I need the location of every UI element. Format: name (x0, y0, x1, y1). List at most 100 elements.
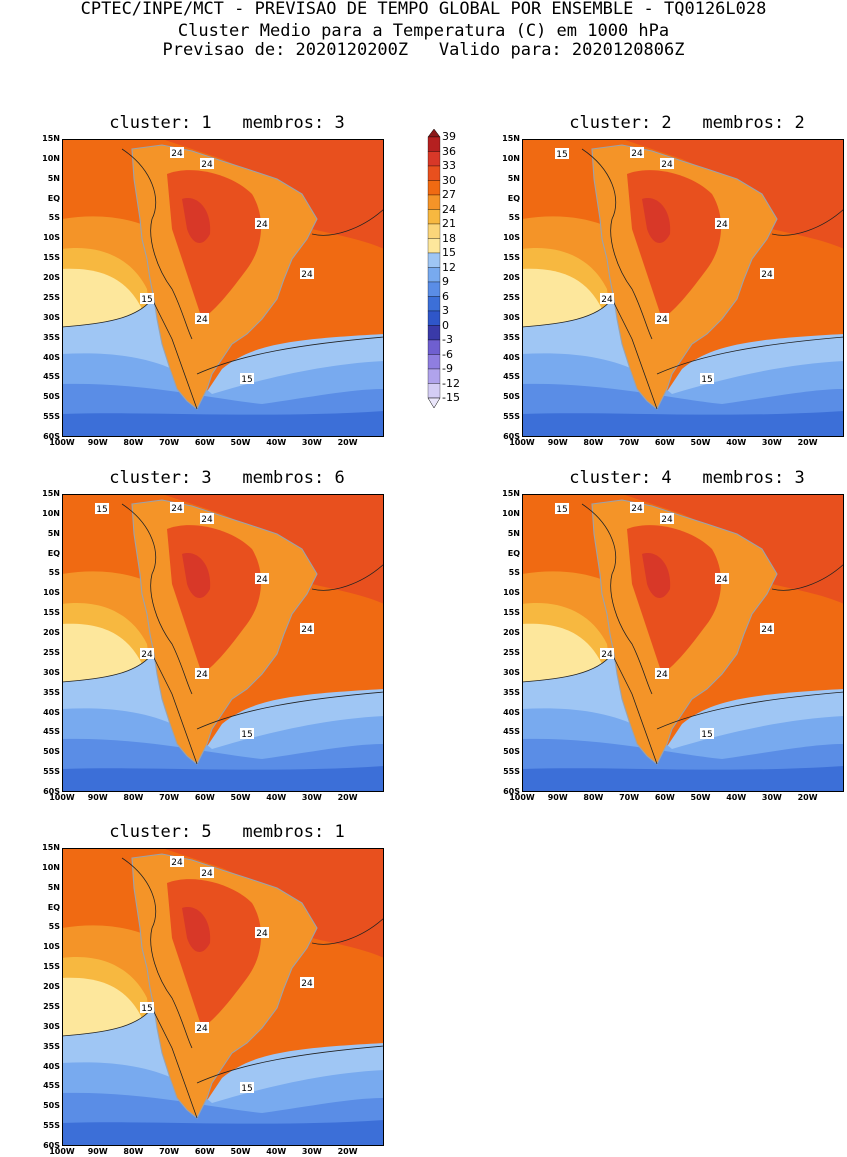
lat-tick-label: 10S (43, 588, 60, 598)
colorbar-label: 15 (442, 246, 456, 259)
lon-tick-label: 80W (123, 1147, 144, 1156)
lat-tick-label: EQ (47, 193, 60, 203)
lat-tick-label: 55S (503, 767, 520, 777)
lat-tick-label: 35S (43, 332, 60, 342)
lat-tick-label: 50S (43, 747, 60, 757)
lat-tick-label: EQ (507, 548, 520, 558)
lon-tick-label: 20W (337, 793, 358, 802)
lon-tick-label: 60W (194, 1147, 215, 1156)
lat-tick-label: 5S (508, 213, 520, 223)
lat-tick-label: 10N (42, 862, 60, 872)
lon-tick-label: 40W (726, 438, 747, 447)
lat-tick-label: 15S (503, 253, 520, 263)
lat-tick-label: 50S (503, 392, 520, 402)
contour-label: 24 (630, 502, 644, 514)
lon-tick-label: 90W (87, 438, 108, 447)
contour-label: 24 (760, 623, 774, 635)
lat-tick-label: 35S (503, 332, 520, 342)
lat-tick-label: 30S (43, 667, 60, 677)
colorbar-label: 36 (442, 144, 456, 158)
contour-label: 15 (140, 1002, 154, 1014)
lat-tick-label: 50S (503, 747, 520, 757)
lat-tick-label: 25S (43, 647, 60, 657)
lon-tick-label: 80W (583, 793, 604, 802)
lat-tick-label: 45S (43, 727, 60, 737)
lat-tick-label: 30S (43, 1021, 60, 1031)
lon-tick-label: 20W (797, 438, 818, 447)
lat-tick-label: 20S (43, 273, 60, 283)
lon-tick-label: 60W (194, 438, 215, 447)
lat-tick-label: 10N (502, 153, 520, 163)
svg-text:24: 24 (171, 504, 183, 514)
lon-tick-label: 90W (87, 793, 108, 802)
lat-tick-label: 60S (43, 787, 60, 796)
lat-tick-label: 60S (43, 1141, 60, 1150)
svg-text:24: 24 (761, 270, 773, 280)
contour-label: 24 (715, 218, 729, 230)
lat-tick-label: 5N (47, 528, 60, 538)
contour-label: 15 (95, 503, 109, 515)
contour-label: 24 (660, 158, 674, 170)
lat-tick-label: 40S (43, 352, 60, 362)
lat-tick-label: 45S (503, 727, 520, 737)
svg-text:24: 24 (171, 149, 183, 159)
contour-label: 24 (170, 147, 184, 159)
contour-label: 15 (555, 503, 569, 515)
colorbar-label: 39 (442, 130, 456, 143)
lat-tick-label: 20S (43, 982, 60, 992)
colorbar-label: 18 (442, 231, 456, 245)
svg-text:24: 24 (656, 315, 668, 325)
lat-tick-label: 30S (503, 312, 520, 322)
lat-tick-label: 60S (503, 432, 520, 441)
lon-tick-label: 20W (337, 438, 358, 447)
lat-tick-label: 5N (507, 173, 520, 183)
contour-label: 24 (300, 268, 314, 280)
contour-label: 24 (255, 218, 269, 230)
contour-label: 24 (170, 502, 184, 514)
contour-label: 24 (170, 856, 184, 868)
svg-text:24: 24 (201, 869, 213, 879)
lat-tick-label: 20S (43, 628, 60, 638)
svg-text:15: 15 (96, 505, 107, 515)
lat-tick-label: 25S (503, 292, 520, 302)
svg-text:15: 15 (241, 1084, 252, 1094)
lat-tick-label: 30S (503, 667, 520, 677)
panel-title: cluster: 1 membros: 3 (109, 113, 345, 133)
lon-tick-label: 100W (49, 793, 75, 802)
lon-tick-label: 80W (123, 793, 144, 802)
contour-label: 24 (600, 293, 614, 305)
colorbar-label: 6 (442, 289, 449, 303)
lat-tick-label: 20S (503, 628, 520, 638)
lat-tick-label: 25S (43, 1001, 60, 1011)
lon-tick-label: 50W (230, 1147, 251, 1156)
svg-text:15: 15 (241, 375, 252, 385)
lat-tick-label: 35S (503, 687, 520, 697)
lat-tick-label: 30S (43, 312, 60, 322)
lat-tick-label: 15S (43, 962, 60, 972)
temperature-map: 24 24 24 24 24 24 15 15 (62, 494, 384, 792)
svg-text:24: 24 (716, 220, 728, 230)
lat-tick-label: 35S (43, 1041, 60, 1051)
svg-text:24: 24 (761, 625, 773, 635)
contour-label: 15 (240, 1082, 254, 1094)
lon-tick-label: 70W (159, 793, 180, 802)
lat-tick-label: 10S (503, 588, 520, 598)
panel-title: cluster: 4 membros: 3 (569, 468, 805, 488)
lat-tick-label: 10S (503, 233, 520, 243)
lat-tick-label: 55S (43, 412, 60, 422)
lat-tick-label: 15N (502, 134, 520, 143)
lat-tick-label: 15N (502, 489, 520, 498)
svg-text:24: 24 (656, 670, 668, 680)
lat-tick-label: 5S (48, 922, 60, 932)
contour-label: 24 (300, 977, 314, 989)
contour-label: 15 (240, 728, 254, 740)
lon-tick-label: 50W (230, 793, 251, 802)
lat-tick-label: 60S (43, 432, 60, 441)
lon-tick-label: 100W (49, 1147, 75, 1156)
lon-tick-label: 70W (619, 793, 640, 802)
contour-label: 24 (195, 313, 209, 325)
svg-text:24: 24 (196, 315, 208, 325)
contour-label: 24 (195, 1022, 209, 1034)
svg-text:15: 15 (141, 295, 152, 305)
lat-tick-label: 10N (502, 508, 520, 518)
